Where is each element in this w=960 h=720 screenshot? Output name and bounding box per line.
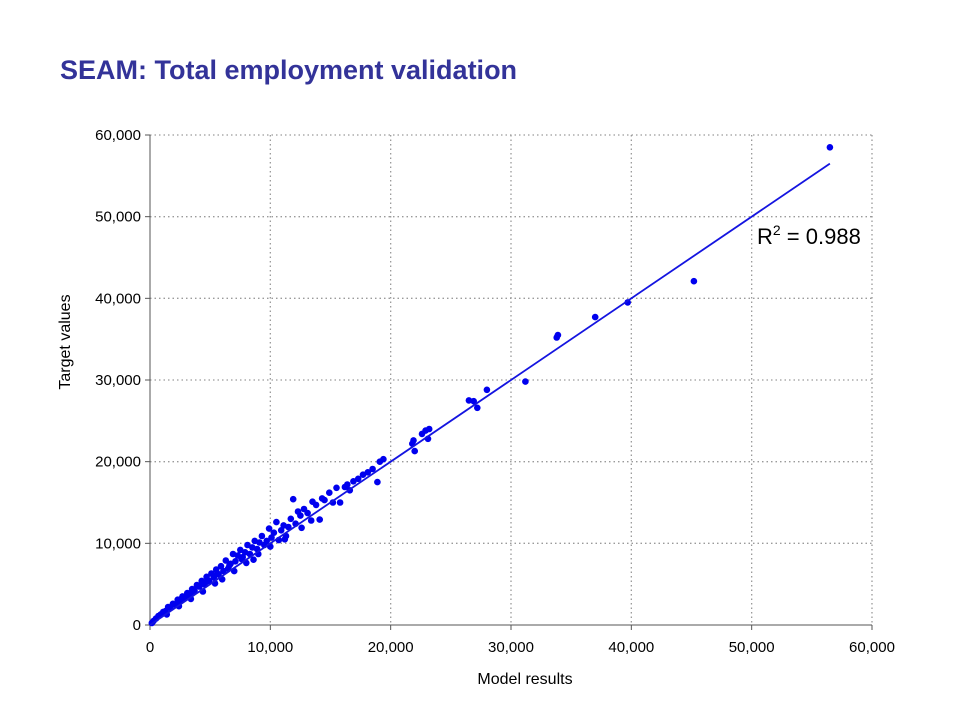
x-tick-label: 30,000 bbox=[488, 639, 534, 656]
data-point bbox=[250, 556, 257, 563]
data-point bbox=[483, 386, 491, 394]
data-point bbox=[251, 537, 258, 545]
y-tick-labels: 0 10,000 20,000 30,000 40,000 50,000 60,000 bbox=[95, 127, 141, 634]
data-point bbox=[309, 498, 316, 506]
data-point bbox=[522, 378, 529, 385]
data-point bbox=[208, 570, 215, 577]
data-point bbox=[265, 525, 273, 532]
y-tick-label: 40,000 bbox=[95, 290, 141, 307]
trendline-layer bbox=[149, 162, 831, 626]
data-point bbox=[237, 546, 244, 554]
data-point bbox=[474, 404, 481, 412]
data-point bbox=[553, 334, 560, 341]
data-point bbox=[214, 570, 221, 577]
data-point bbox=[193, 581, 201, 589]
data-point bbox=[220, 567, 227, 575]
axes bbox=[145, 134, 873, 630]
data-point bbox=[280, 522, 287, 529]
x-tick-label: 50,000 bbox=[729, 639, 775, 656]
data-point bbox=[268, 534, 275, 541]
data-point bbox=[359, 471, 367, 479]
data-point bbox=[287, 515, 295, 523]
r-squared-superscript: 2 bbox=[773, 222, 781, 238]
data-point bbox=[333, 484, 340, 492]
data-point bbox=[273, 518, 280, 526]
data-point bbox=[690, 277, 698, 285]
data-point bbox=[374, 478, 381, 486]
data-point bbox=[178, 595, 185, 603]
data-point bbox=[298, 524, 305, 532]
data-point bbox=[418, 430, 426, 438]
data-point bbox=[329, 499, 337, 506]
y-tick-label: 0 bbox=[133, 617, 141, 634]
data-point bbox=[465, 397, 473, 404]
data-point bbox=[341, 483, 349, 491]
data-point bbox=[187, 595, 195, 603]
x-tick-label: 10,000 bbox=[247, 639, 293, 656]
data-point bbox=[222, 557, 230, 564]
data-point bbox=[258, 532, 266, 540]
x-tick-labels: 0 10,000 20,000 30,000 40,000 50,000 60,000 bbox=[146, 639, 895, 656]
data-points bbox=[148, 144, 834, 627]
data-point bbox=[281, 536, 289, 543]
x-tick-label: 0 bbox=[146, 639, 154, 656]
x-tick-label: 60,000 bbox=[849, 639, 895, 656]
data-point bbox=[289, 495, 297, 503]
x-tick-label: 20,000 bbox=[368, 639, 414, 656]
y-tick-label: 20,000 bbox=[95, 454, 141, 471]
y-tick-label: 50,000 bbox=[95, 209, 141, 226]
data-point bbox=[229, 550, 237, 558]
data-point bbox=[336, 499, 344, 506]
data-point bbox=[411, 447, 419, 455]
data-point bbox=[318, 495, 326, 502]
data-point bbox=[217, 562, 225, 570]
trendline bbox=[149, 162, 831, 626]
data-point bbox=[270, 529, 278, 536]
y-tick-label: 30,000 bbox=[95, 372, 141, 389]
data-point bbox=[184, 589, 191, 597]
data-point bbox=[238, 555, 245, 563]
data-point bbox=[244, 541, 251, 549]
data-point bbox=[202, 579, 209, 586]
data-point bbox=[591, 313, 599, 321]
data-point bbox=[294, 508, 302, 515]
data-point bbox=[277, 527, 285, 534]
x-tick-label: 40,000 bbox=[608, 639, 654, 656]
data-point bbox=[350, 478, 357, 485]
data-point bbox=[316, 516, 324, 523]
data-point bbox=[326, 489, 333, 497]
r-squared-value: = 0.988 bbox=[781, 224, 861, 249]
slide-title: SEAM: Total employment validation bbox=[60, 55, 518, 85]
data-point bbox=[826, 144, 834, 151]
r-squared-r: R bbox=[757, 224, 773, 249]
data-point bbox=[376, 458, 384, 466]
data-point bbox=[203, 573, 210, 581]
r-squared-annotation: R2 = 0.988 bbox=[757, 222, 861, 249]
y-tick-label: 60,000 bbox=[95, 127, 141, 144]
x-axis-label: Model results bbox=[477, 671, 572, 688]
y-axis-label: Target values bbox=[57, 294, 74, 389]
data-point bbox=[226, 562, 233, 569]
data-point bbox=[369, 465, 376, 473]
data-point bbox=[307, 517, 315, 524]
data-point bbox=[300, 505, 308, 513]
y-tick-label: 10,000 bbox=[95, 535, 141, 552]
